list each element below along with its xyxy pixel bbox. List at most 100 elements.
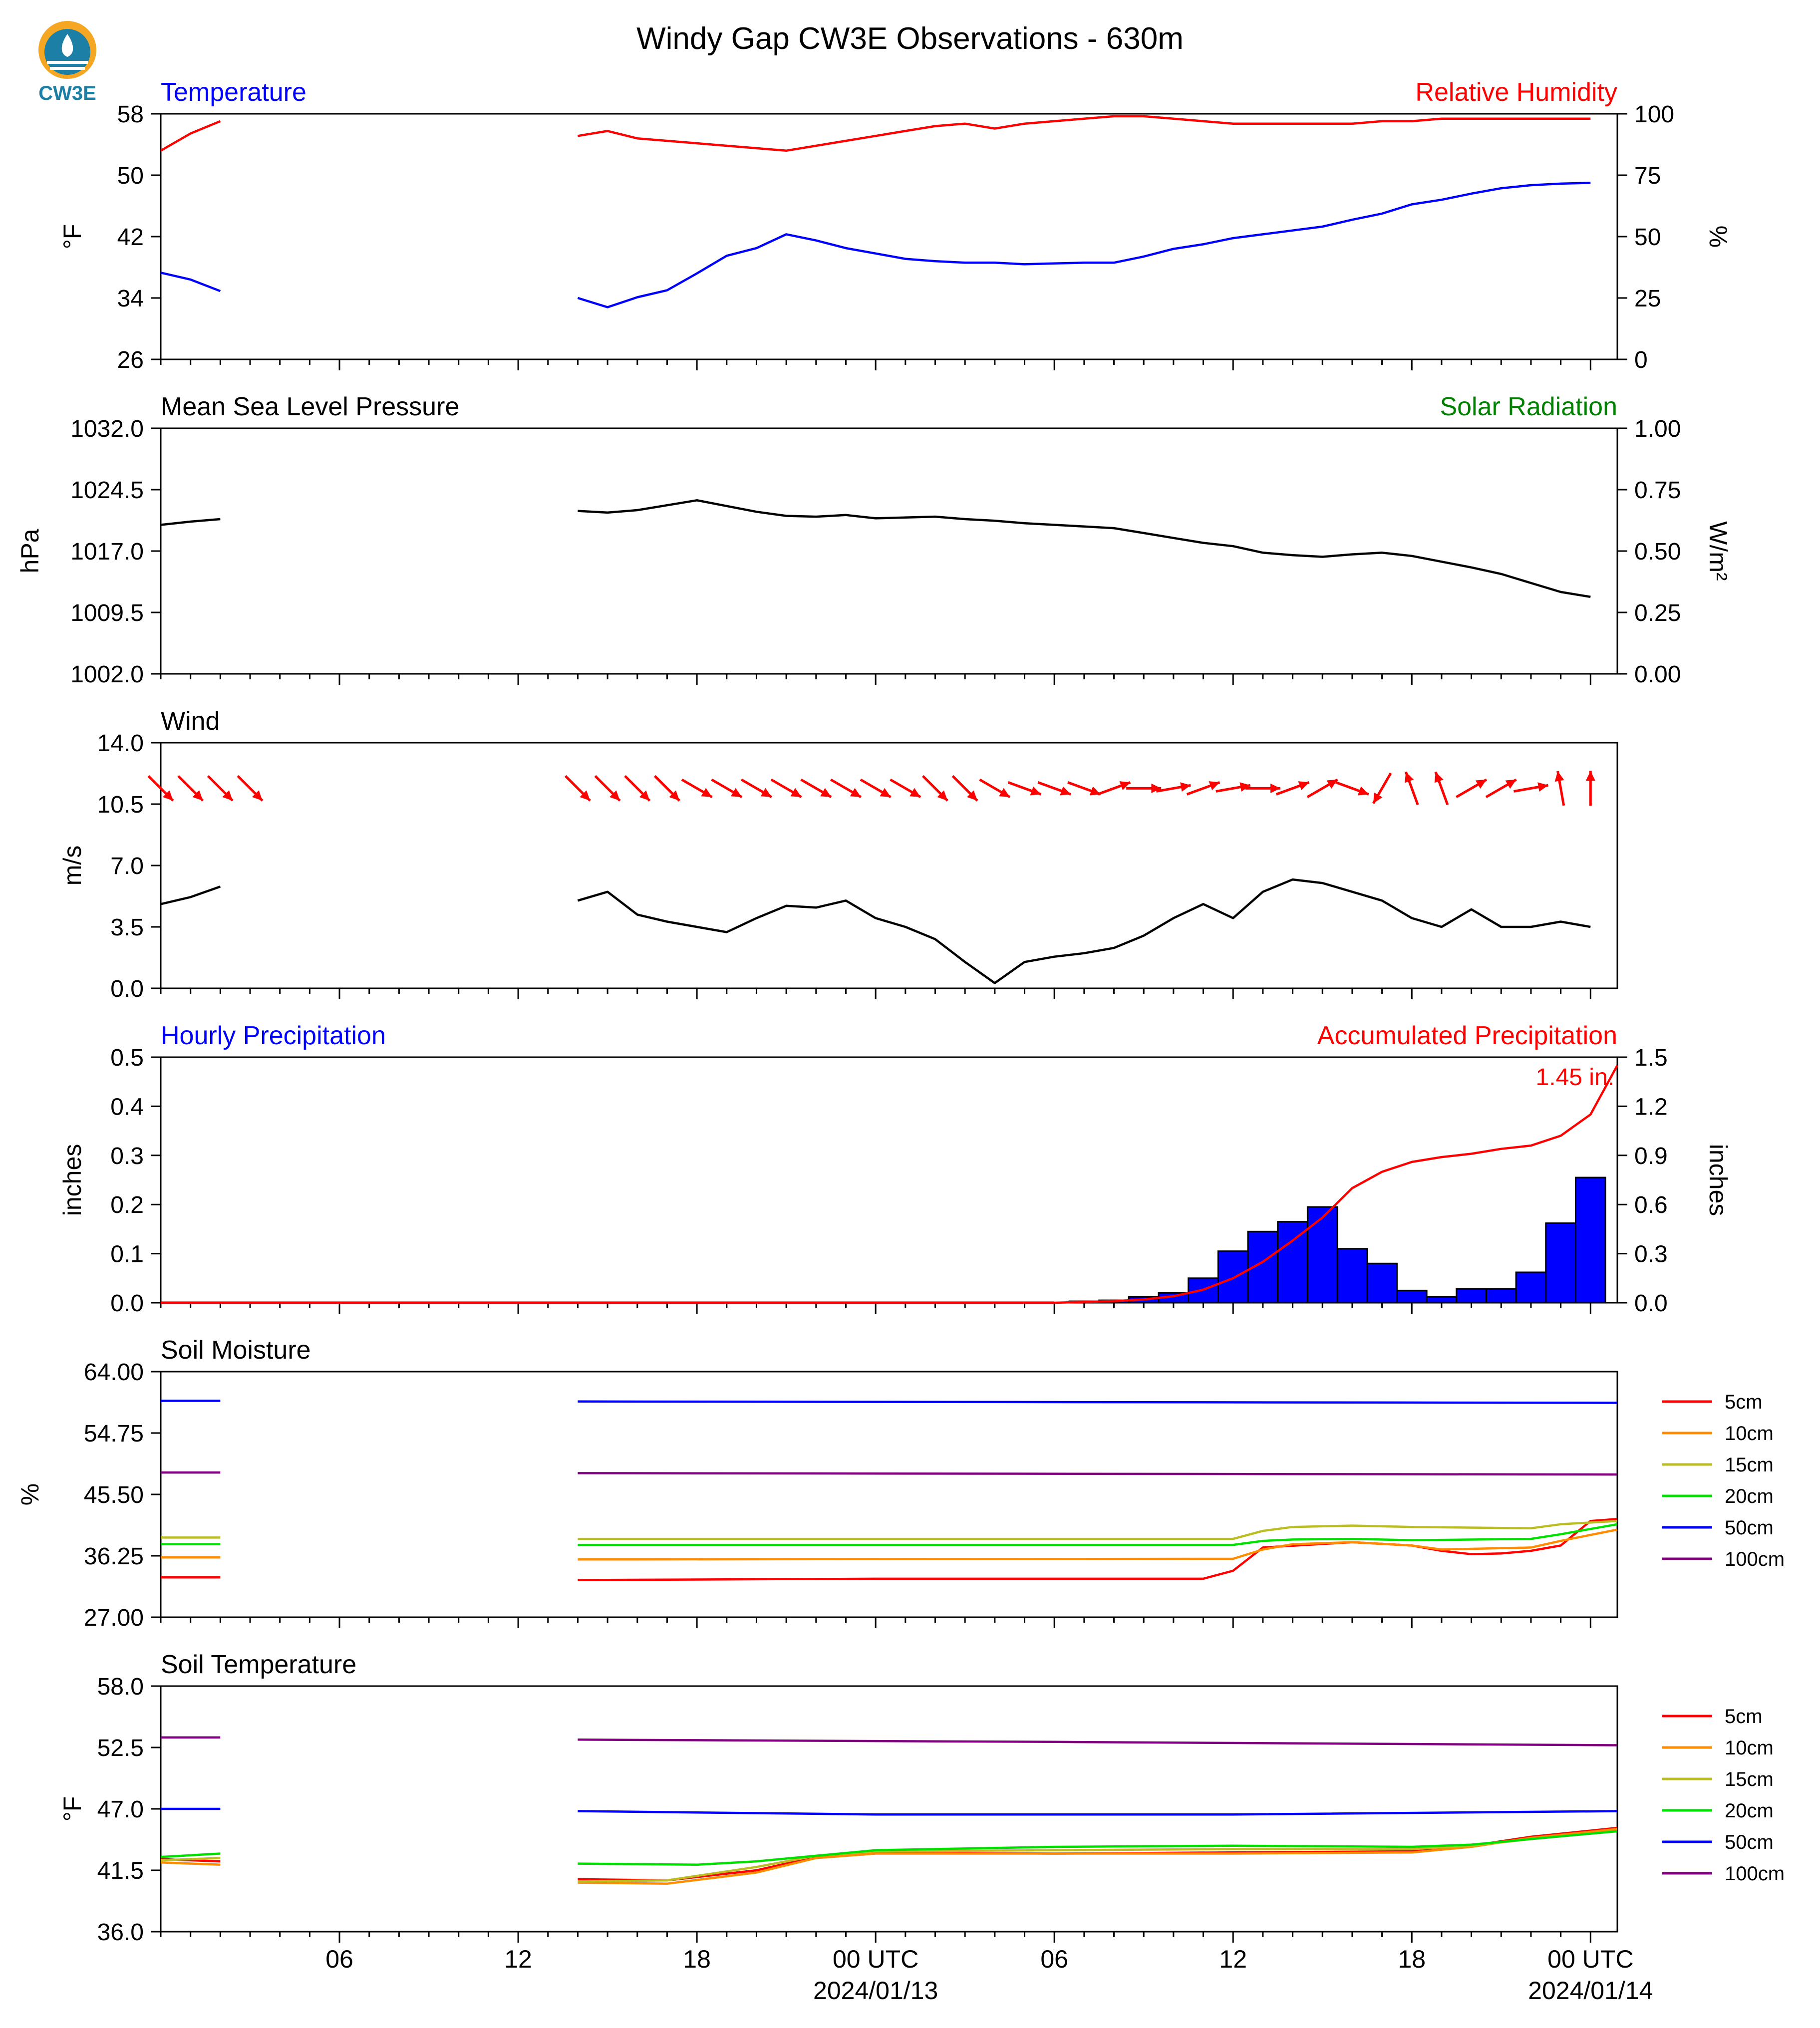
- y-tick-label: 1024.5: [70, 477, 144, 504]
- wind-arrow-head: [1505, 779, 1517, 789]
- legend-label: 20cm: [1725, 1800, 1774, 1822]
- y-tick-label: 0.1: [110, 1241, 144, 1268]
- wind-arrow-head: [1373, 792, 1383, 804]
- panel-title-left: Soil Moisture: [161, 1336, 311, 1365]
- legend-label: 5cm: [1725, 1391, 1763, 1413]
- x-tick-label: 00 UTC: [1547, 1945, 1633, 1973]
- y-tick-label: 58: [117, 101, 144, 128]
- y2-tick-label: 1.00: [1634, 416, 1681, 442]
- y-tick-label: 0.5: [110, 1045, 144, 1071]
- y-tick-label: 36.0: [97, 1919, 144, 1946]
- panel-title-left: Mean Sea Level Pressure: [161, 392, 459, 421]
- y2-tick-label: 0.6: [1634, 1192, 1668, 1218]
- wind-arrow-head: [639, 790, 650, 801]
- series-line-relative-humidity: [578, 115, 1591, 152]
- wind-arrow-head: [1239, 782, 1250, 792]
- wind-arrow-head: [850, 788, 861, 797]
- y-tick-label: 0.0: [110, 976, 144, 1002]
- legend-label: 50cm: [1725, 1831, 1774, 1853]
- precip-bar: [1426, 1296, 1458, 1304]
- legend-label: 100cm: [1725, 1863, 1785, 1885]
- panel-title-left: Soil Temperature: [161, 1650, 356, 1679]
- series-line-20cm: [160, 1852, 221, 1858]
- precip-bar: [1574, 1176, 1606, 1304]
- wind-arrow-head: [1554, 771, 1564, 782]
- wind-arrow-head: [1030, 786, 1041, 796]
- logo-wave-1: [47, 61, 88, 64]
- y-tick-label: 58.0: [97, 1674, 144, 1700]
- y2-tick-label: 0.0: [1634, 1290, 1668, 1317]
- wind-arrow-head: [252, 790, 263, 801]
- wind-arrow-head: [669, 790, 680, 801]
- series-line-accumulated-precipitation: [161, 1065, 1618, 1304]
- wind-arrow-head: [910, 788, 921, 797]
- series-line-mean-sea-level-pressure: [578, 499, 1591, 598]
- y2-tick-label: 50: [1634, 224, 1661, 251]
- legend-label: 15cm: [1725, 1454, 1774, 1476]
- precip-bar: [1277, 1221, 1308, 1304]
- wind-arrow-head: [937, 790, 948, 801]
- panel-title-left: Hourly Precipitation: [161, 1021, 386, 1050]
- plot-frame: [160, 113, 1618, 360]
- y2-tick-label: 0: [1634, 347, 1648, 373]
- y2-axis-label: %: [1704, 226, 1732, 248]
- precip-bar: [1485, 1288, 1517, 1304]
- x-tick-label: 06: [1040, 1945, 1068, 1973]
- wind-arrow-head: [1151, 783, 1162, 793]
- precip-bar: [1366, 1262, 1398, 1304]
- series-line-10cm: [578, 1828, 1618, 1885]
- series-line-50cm: [578, 1400, 1618, 1404]
- y2-axis-label: W/m²: [1704, 521, 1732, 580]
- y-tick-label: 36.25: [84, 1543, 144, 1570]
- cw3e-logo: CW3E: [38, 21, 96, 104]
- wind-arrow-head: [162, 790, 173, 801]
- wind-arrow-head: [820, 788, 832, 797]
- y-tick-label: 0.3: [110, 1143, 144, 1169]
- series-line-15cm: [160, 1857, 221, 1862]
- panel-3: Wind 0.0 3.5 7.0 10.5 14.0 m/s: [58, 707, 1618, 1002]
- y-tick-label: 7.0: [110, 853, 144, 879]
- panel-title-left: Temperature: [161, 78, 306, 107]
- y-tick-label: 10.5: [97, 792, 144, 818]
- legend-label: 50cm: [1725, 1517, 1774, 1539]
- y2-tick-label: 1.5: [1634, 1045, 1668, 1071]
- wind-arrow-head: [580, 790, 591, 801]
- legend-label: 15cm: [1725, 1768, 1774, 1790]
- y-tick-label: 14.0: [97, 730, 144, 757]
- wind-arrow-head: [1585, 771, 1595, 781]
- wind-arrow-head: [1475, 779, 1487, 789]
- series-line-50cm: [578, 1810, 1618, 1816]
- y-axis-label: hPa: [16, 529, 44, 573]
- legend-label: 100cm: [1725, 1548, 1785, 1570]
- panel-1: Temperature Relative Humidity 26 34 42 50 58 °F…: [58, 78, 1732, 373]
- precip-bar: [1456, 1288, 1487, 1304]
- y-tick-label: 1017.0: [70, 539, 144, 565]
- precip-bar: [1515, 1271, 1547, 1304]
- wind-arrow-head: [1405, 772, 1414, 783]
- y2-tick-label: 0.00: [1634, 661, 1681, 688]
- y2-axis-label: inches: [1704, 1144, 1732, 1216]
- panel-title-right: Accumulated Precipitation: [1317, 1021, 1617, 1050]
- panel-5: Soil Moisture 27.00 36.25 45.50 54.75 64.00% 5…: [16, 1336, 1785, 1631]
- y-tick-label: 42: [117, 224, 144, 251]
- precip-bar: [1396, 1289, 1428, 1304]
- y2-tick-label: 25: [1634, 286, 1661, 312]
- plot-frame: [160, 1371, 1618, 1618]
- wind-arrow-head: [880, 788, 891, 797]
- wind-arrow-head: [1119, 781, 1131, 791]
- y-tick-label: 1002.0: [70, 661, 144, 688]
- series-line-mean-sea-level-pressure: [160, 518, 221, 526]
- y-tick-label: 41.5: [97, 1858, 144, 1884]
- logo-text: CW3E: [38, 82, 96, 104]
- y-tick-label: 0.4: [110, 1094, 144, 1120]
- x-tick-label: 18: [1398, 1945, 1426, 1973]
- panel-2: Mean Sea Level Pressure Solar Radiation 10…: [16, 392, 1732, 688]
- y-tick-label: 27.00: [84, 1605, 144, 1631]
- y-axis-label: m/s: [58, 846, 86, 886]
- x-date-label: 2024/01/13: [813, 1977, 938, 2005]
- y-tick-label: 34: [117, 286, 144, 312]
- y-tick-label: 52.5: [97, 1735, 144, 1761]
- plot-frame: [160, 427, 1618, 675]
- figure-title: Windy Gap CW3E Observations - 630m: [636, 21, 1184, 56]
- wind-arrow-head: [1537, 782, 1548, 792]
